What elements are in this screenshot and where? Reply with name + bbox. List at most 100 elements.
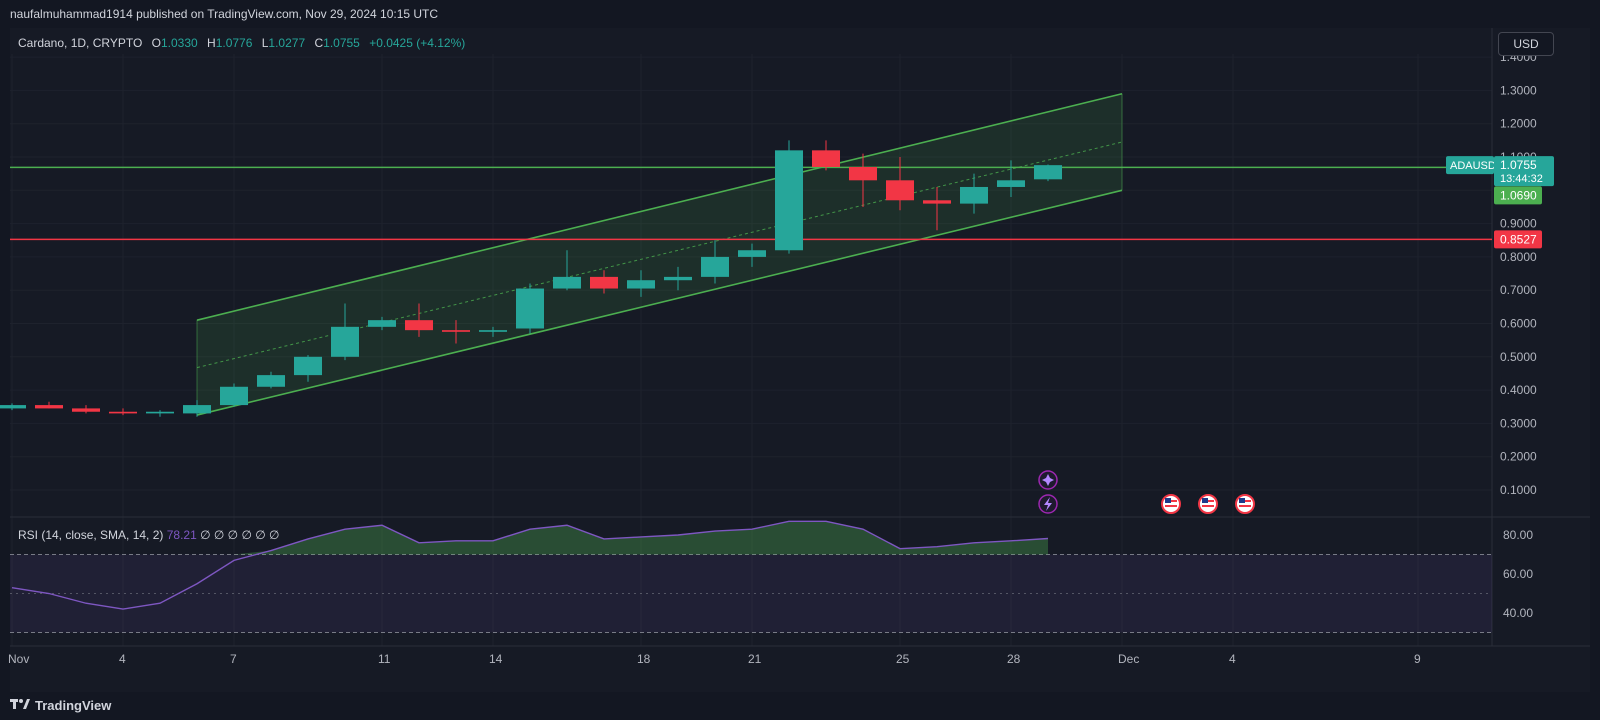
low-value: 1.0277 bbox=[268, 36, 306, 50]
time-tick-label: 4 bbox=[119, 652, 126, 666]
time-tick-label: 4 bbox=[1229, 652, 1236, 666]
candle-body bbox=[257, 375, 285, 387]
flag-canton bbox=[1165, 498, 1171, 503]
last-price-tag: 1.0755 bbox=[1500, 158, 1537, 172]
rsi-tick-label: 60.00 bbox=[1503, 567, 1533, 581]
candle-body bbox=[516, 288, 544, 329]
flag-canton bbox=[1202, 498, 1208, 503]
open-label: O bbox=[151, 36, 161, 50]
time-tick-label: 9 bbox=[1414, 652, 1421, 666]
last-price-tag-bg bbox=[1494, 156, 1554, 187]
us-flag-event-icon bbox=[1198, 494, 1218, 514]
candle-body bbox=[553, 276, 581, 289]
low-label: L bbox=[261, 36, 269, 50]
candle-body bbox=[701, 256, 729, 277]
candle-body bbox=[960, 186, 988, 204]
symbol-tag-bg bbox=[1446, 156, 1494, 175]
flag-stripe bbox=[1202, 505, 1214, 507]
candle-body bbox=[368, 320, 396, 327]
resistance-tag: 1.0690 bbox=[1500, 188, 1537, 202]
candle-body bbox=[442, 330, 470, 332]
price-axis: 1.40001.30001.20001.10000.90000.80000.70… bbox=[1500, 50, 1537, 497]
time-tick-label: 14 bbox=[489, 652, 503, 666]
price-tick-label: 0.9000 bbox=[1500, 217, 1537, 231]
lightning-glyph bbox=[1044, 497, 1052, 511]
tradingview-logo-icon bbox=[10, 698, 30, 713]
us-flag-event-icon bbox=[1161, 494, 1181, 514]
price-tick-label: 0.5000 bbox=[1500, 350, 1537, 364]
candle-body bbox=[590, 276, 618, 289]
candle-body bbox=[220, 386, 248, 406]
support-tag-bg bbox=[1494, 230, 1542, 249]
event-markers bbox=[1038, 470, 1255, 514]
symbol-label: Cardano, 1D, CRYPTO bbox=[18, 36, 143, 50]
candle-body bbox=[1034, 165, 1062, 180]
candle-body bbox=[664, 276, 692, 281]
rsi-line bbox=[11, 520, 1049, 610]
candle-body bbox=[849, 166, 877, 181]
channel-upper-line bbox=[196, 92, 1123, 321]
candle-body bbox=[775, 150, 803, 251]
candle-body bbox=[35, 405, 63, 409]
time-tick-label: 21 bbox=[748, 652, 762, 666]
candle-body bbox=[109, 411, 137, 414]
candle-body bbox=[886, 180, 914, 201]
price-tick-label: 1.3000 bbox=[1500, 83, 1537, 97]
parallel-channel bbox=[196, 92, 1123, 416]
rsi-legend: RSI (14, close, SMA, 14, 2) 78.21 ∅ ∅ ∅ … bbox=[18, 528, 280, 542]
sparkle-glyph bbox=[1042, 474, 1054, 486]
currency-button[interactable]: USD bbox=[1498, 32, 1554, 56]
us-flag-event-icon bbox=[1235, 494, 1255, 514]
price-tick-label: 0.3000 bbox=[1500, 416, 1537, 430]
price-tick-label: 0.8000 bbox=[1500, 250, 1537, 264]
rsi-tick-label: 40.00 bbox=[1503, 606, 1533, 620]
candle-body bbox=[997, 180, 1025, 187]
rsi-pane: 80.00 60.00 40.00 bbox=[10, 520, 1533, 633]
close-label: C bbox=[314, 36, 324, 50]
rsi-overbought-fill bbox=[12, 521, 1048, 555]
candles bbox=[0, 140, 1062, 417]
price-tick-label: 0.6000 bbox=[1500, 317, 1537, 331]
candle-body bbox=[405, 320, 433, 331]
candle-body bbox=[72, 408, 100, 412]
candle-body bbox=[812, 150, 840, 167]
candle-body bbox=[294, 356, 322, 376]
time-tick-label: 7 bbox=[230, 652, 237, 666]
price-tick-label: 0.2000 bbox=[1500, 450, 1537, 464]
candle-body bbox=[479, 330, 507, 332]
support-tag: 0.8527 bbox=[1500, 232, 1537, 246]
published-bar: naufalmuhammad1914 published on TradingV… bbox=[0, 0, 1600, 28]
chart-frame[interactable] bbox=[10, 28, 1590, 692]
horizontal-levels bbox=[10, 166, 1492, 241]
high-value: 1.0776 bbox=[215, 36, 253, 50]
symbol-legend: Cardano, 1D, CRYPTO O1.0330 H1.0776 L1.0… bbox=[18, 36, 465, 50]
candle-body bbox=[331, 326, 359, 357]
symbol-tag: ADAUSD bbox=[1450, 160, 1496, 172]
time-tick-label: 18 bbox=[637, 652, 651, 666]
candle-body bbox=[738, 250, 766, 257]
time-tick-label: 11 bbox=[378, 652, 391, 666]
published-text: naufalmuhammad1914 published on TradingV… bbox=[10, 7, 439, 21]
change-value: +0.0425 (+4.12%) bbox=[369, 36, 466, 50]
time-tick-label: Dec bbox=[1118, 652, 1139, 666]
time-tick-label: Nov bbox=[8, 652, 29, 666]
rsi-extras: ∅ ∅ ∅ ∅ ∅ ∅ bbox=[200, 528, 280, 542]
rsi-label: RSI (14, close, SMA, 14, 2) bbox=[18, 528, 164, 542]
time-tick-label: 28 bbox=[1007, 652, 1021, 666]
rsi-tick-label: 80.00 bbox=[1503, 528, 1533, 542]
flag-canton bbox=[1239, 498, 1245, 503]
price-tick-label: 0.7000 bbox=[1500, 283, 1537, 297]
candle-body bbox=[146, 411, 174, 414]
flag-stripe bbox=[1165, 505, 1177, 507]
close-value: 1.0755 bbox=[323, 36, 360, 50]
channel-lower-line bbox=[196, 189, 1123, 416]
time-tick-label: 25 bbox=[896, 652, 910, 666]
candle-body bbox=[0, 405, 26, 409]
price-tick-label: 1.2000 bbox=[1500, 117, 1537, 131]
resistance-tag-bg bbox=[1494, 186, 1542, 205]
tradingview-logo[interactable]: TradingView bbox=[10, 698, 111, 713]
open-value: 1.0330 bbox=[160, 36, 198, 50]
price-tick-label: 0.4000 bbox=[1500, 383, 1537, 397]
